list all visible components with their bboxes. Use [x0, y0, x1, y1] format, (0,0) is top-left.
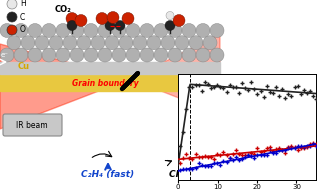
Circle shape [66, 12, 78, 25]
Circle shape [35, 36, 49, 50]
Circle shape [133, 36, 147, 50]
Circle shape [67, 20, 77, 30]
Text: e⁻: e⁻ [1, 52, 9, 58]
Circle shape [166, 12, 174, 19]
Circle shape [175, 36, 189, 50]
Circle shape [210, 23, 224, 37]
Text: C: C [20, 12, 25, 22]
Circle shape [107, 12, 119, 23]
Circle shape [28, 48, 42, 62]
Circle shape [84, 48, 98, 62]
Circle shape [196, 23, 210, 37]
Circle shape [70, 48, 84, 62]
Circle shape [28, 23, 42, 37]
Text: C₂H₄ (fast): C₂H₄ (fast) [82, 170, 134, 179]
Circle shape [140, 48, 154, 62]
Bar [0, 74, 220, 91]
Circle shape [140, 23, 154, 37]
Circle shape [161, 36, 175, 50]
Circle shape [105, 20, 115, 30]
Circle shape [168, 23, 182, 37]
Circle shape [63, 36, 77, 50]
Circle shape [126, 23, 140, 37]
Circle shape [210, 48, 224, 62]
Text: H: H [20, 0, 26, 9]
Circle shape [189, 36, 203, 50]
Circle shape [56, 48, 70, 62]
Circle shape [0, 48, 14, 62]
Circle shape [84, 23, 98, 37]
Circle shape [56, 23, 70, 37]
Circle shape [14, 48, 28, 62]
Circle shape [98, 23, 112, 37]
Circle shape [42, 23, 56, 37]
Polygon shape [130, 34, 220, 114]
Circle shape [203, 36, 217, 50]
Circle shape [119, 36, 133, 50]
Text: IR beam: IR beam [16, 121, 48, 129]
Circle shape [7, 0, 17, 9]
Circle shape [182, 23, 196, 37]
Circle shape [126, 48, 140, 62]
Circle shape [96, 12, 108, 25]
Circle shape [154, 23, 168, 37]
Circle shape [147, 36, 161, 50]
Circle shape [7, 25, 17, 35]
Circle shape [112, 48, 126, 62]
Circle shape [154, 48, 168, 62]
FancyBboxPatch shape [3, 114, 62, 136]
Circle shape [77, 36, 91, 50]
FancyArrowPatch shape [122, 73, 138, 89]
Circle shape [7, 36, 21, 50]
Circle shape [75, 15, 87, 26]
Circle shape [196, 48, 210, 62]
Circle shape [70, 23, 84, 37]
Circle shape [182, 48, 196, 62]
Bar [0, 62, 220, 74]
Circle shape [115, 20, 125, 30]
Text: CO₂: CO₂ [55, 5, 72, 14]
Circle shape [91, 36, 105, 50]
Polygon shape [0, 44, 130, 129]
Circle shape [165, 20, 175, 30]
Circle shape [168, 48, 182, 62]
Text: Cu: Cu [18, 62, 30, 71]
Circle shape [105, 36, 119, 50]
Circle shape [21, 36, 35, 50]
Circle shape [112, 23, 126, 37]
Circle shape [98, 48, 112, 62]
Circle shape [49, 36, 63, 50]
Circle shape [42, 48, 56, 62]
Circle shape [14, 23, 28, 37]
Text: CH₄ (slow): CH₄ (slow) [169, 170, 221, 179]
Text: Grain boundary: Grain boundary [72, 80, 138, 88]
Circle shape [173, 15, 185, 26]
Circle shape [0, 23, 14, 37]
Circle shape [7, 12, 17, 22]
Circle shape [122, 12, 134, 25]
Text: O: O [20, 26, 26, 35]
